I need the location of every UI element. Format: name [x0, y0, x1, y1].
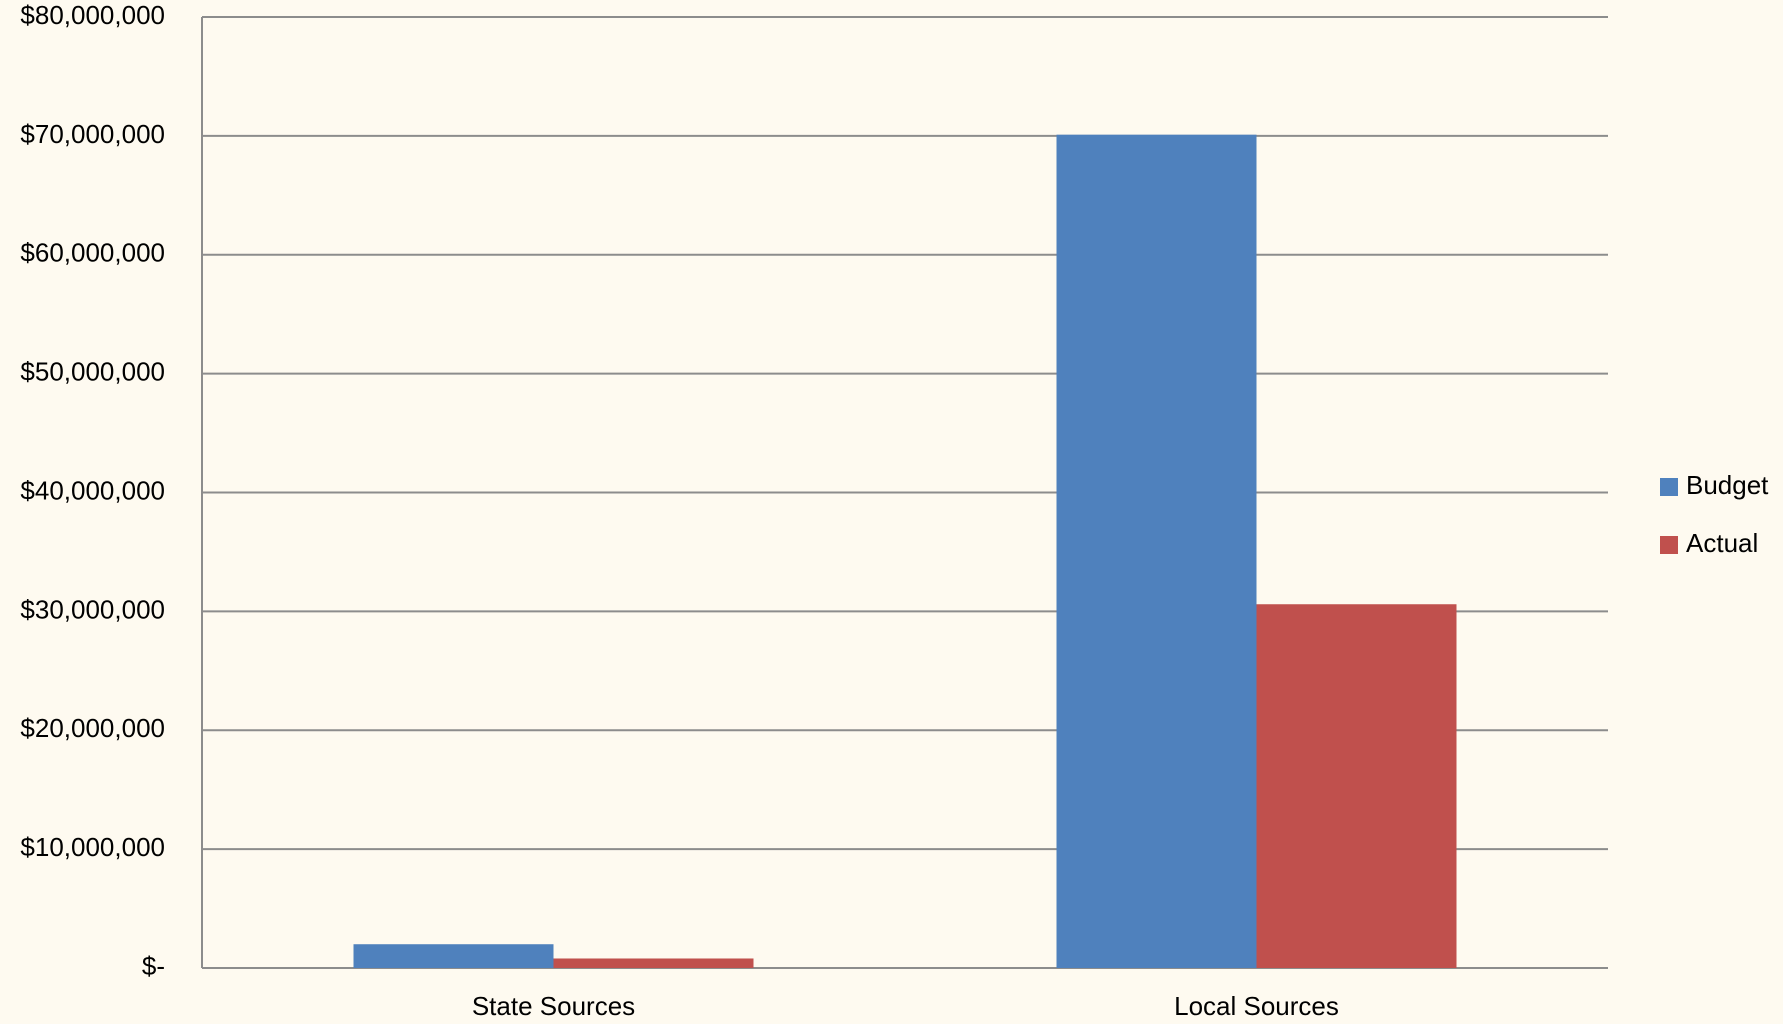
bar [1056, 134, 1257, 968]
bar [553, 958, 754, 968]
legend-label: Actual [1686, 528, 1758, 558]
bar [1256, 604, 1457, 968]
x-tick-label: Local Sources [1174, 991, 1339, 1021]
y-tick-label: $30,000,000 [20, 594, 165, 624]
bar [353, 944, 554, 968]
y-tick-label: $60,000,000 [20, 238, 165, 268]
y-tick-label: $70,000,000 [20, 119, 165, 149]
legend-swatch [1660, 536, 1678, 554]
y-tick-label: $- [142, 951, 165, 981]
y-tick-label: $80,000,000 [20, 0, 165, 30]
y-tick-label: $50,000,000 [20, 357, 165, 387]
legend-swatch [1660, 478, 1678, 496]
x-tick-label: State Sources [472, 991, 635, 1021]
y-tick-label: $20,000,000 [20, 713, 165, 743]
y-tick-label: $10,000,000 [20, 832, 165, 862]
y-tick-label: $40,000,000 [20, 475, 165, 505]
legend-label: Budget [1686, 470, 1769, 500]
